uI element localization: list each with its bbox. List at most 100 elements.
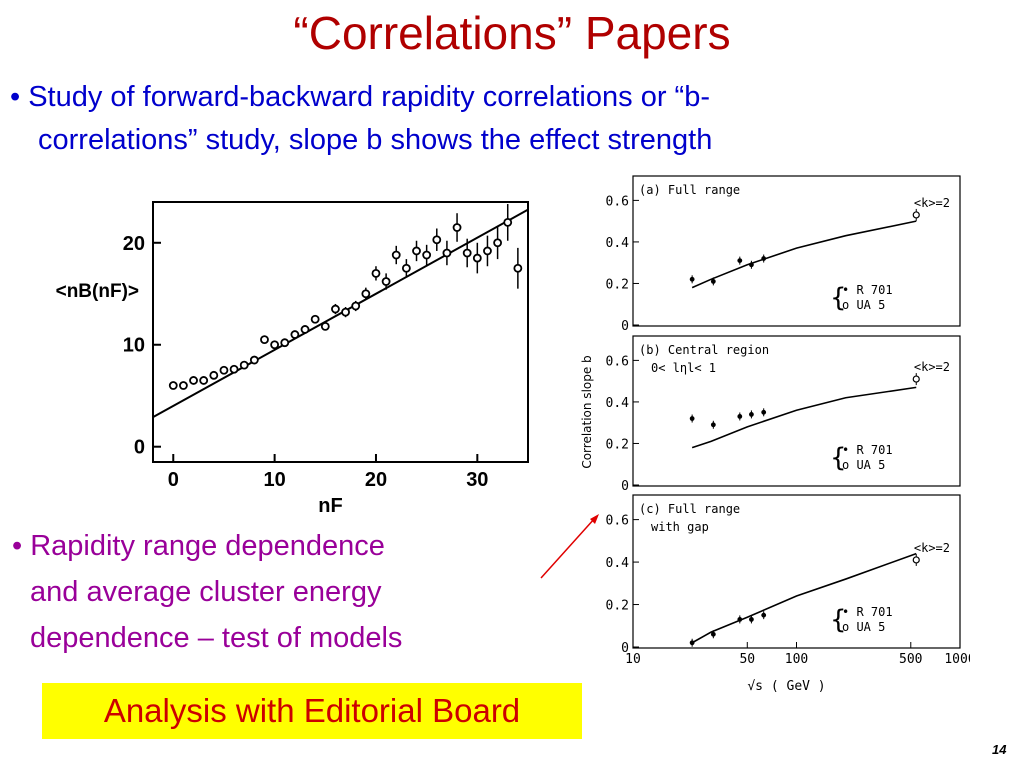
data-point: [483, 246, 492, 256]
plot-frame: [152, 201, 529, 463]
x-tick-label: 30: [466, 469, 488, 491]
bullet-2-line-2: and average cluster energy: [30, 576, 382, 608]
data-point: [249, 355, 259, 365]
k-annotation: <k>=2: [914, 196, 950, 210]
x-tick-label: 1000: [944, 652, 970, 667]
panel-frame: [632, 335, 961, 487]
data-point: [168, 381, 178, 390]
slide-title: “Correlations” Papers: [293, 7, 731, 59]
bullet-2-line-3: dependence – test of models: [30, 622, 403, 654]
r701-point: [761, 256, 767, 261]
data-point: [462, 248, 472, 258]
y-tick-label: 0.4: [606, 556, 630, 571]
data-point: [219, 365, 229, 375]
r701-point: [689, 640, 695, 646]
x-tick-label: 10: [263, 469, 285, 491]
panel-frame: [632, 175, 961, 327]
legend-entry: • R 701: [842, 605, 893, 619]
data-point: [280, 338, 290, 348]
legend-bracket: {: [830, 605, 847, 635]
legend-bracket: {: [830, 443, 847, 473]
ua5-point: [912, 211, 920, 219]
data-point: [412, 246, 421, 256]
y-axis-label: Correlation slope b: [580, 355, 594, 468]
left-scatter-chart: 0 10 20 30 0 10 20 nF <nB(nF)>: [56, 201, 529, 517]
data-point: [179, 381, 188, 390]
y-tick-label: 0: [621, 319, 629, 334]
data-point: [310, 314, 320, 324]
data-point: [401, 263, 411, 273]
arrow-head: [590, 514, 599, 524]
fit-line: [152, 208, 529, 419]
data-point: [189, 376, 198, 385]
y-tick-label: 10: [123, 335, 145, 357]
bullet-2-line-1: • Rapidity range dependence: [12, 530, 385, 562]
r701-point: [710, 631, 716, 637]
x-tick-label: 50: [739, 652, 755, 667]
r701-point: [761, 409, 767, 415]
data-point: [239, 360, 249, 370]
y-tick-label: 0: [134, 437, 145, 459]
x-tick-label: 10: [625, 652, 641, 667]
data-point: [270, 340, 280, 350]
r701-point: [749, 617, 754, 622]
r701-point: [737, 258, 743, 264]
highlight-box: [42, 683, 582, 739]
y-tick-label: 0.6: [606, 194, 629, 209]
legend-entry: o UA 5: [842, 298, 885, 312]
legend-entry: • R 701: [842, 443, 893, 457]
panel-frame: [632, 494, 961, 649]
x-tick-label: 20: [365, 469, 387, 491]
data-point: [432, 235, 442, 245]
panel-sublabel: with gap: [651, 520, 709, 534]
y-tick-label: 0.2: [606, 277, 629, 292]
data-point: [381, 277, 391, 286]
panel-label: (a) Full range: [639, 183, 740, 197]
data-point: [209, 370, 219, 380]
legend-bracket: {: [830, 283, 847, 313]
data-point: [341, 307, 350, 317]
data-point: [300, 325, 310, 334]
data-point: [320, 321, 330, 331]
data-point: [442, 248, 452, 258]
k-annotation: <k>=2: [914, 360, 950, 374]
r701-point: [749, 262, 754, 268]
y-tick-label: 0: [621, 641, 629, 656]
r701-point: [689, 276, 695, 282]
y-tick-label: 20: [123, 233, 145, 255]
data-point: [391, 250, 401, 260]
data-point: [422, 250, 432, 260]
y-axis-label: <nB(nF)>: [56, 281, 139, 302]
y-tick-label: 0.4: [606, 396, 630, 411]
bullet-1-line-2: correlations” study, slope b shows the e…: [38, 124, 713, 156]
data-point: [513, 263, 523, 273]
data-point: [331, 304, 340, 314]
y-tick-label: 0.6: [606, 354, 629, 369]
data-point: [290, 330, 300, 339]
y-tick-label: 0.4: [606, 236, 630, 251]
legend-entry: • R 701: [842, 283, 893, 297]
data-point: [452, 223, 462, 232]
x-tick-label: 500: [899, 652, 922, 667]
y-tick-label: 0.2: [606, 437, 629, 452]
data-point: [199, 376, 209, 385]
arrow-shaft: [540, 517, 596, 579]
panel-sublabel: 0< lηl< 1: [651, 361, 716, 375]
data-point: [493, 238, 502, 248]
data-point: [260, 335, 269, 345]
data-point: [351, 301, 361, 311]
red-arrow: [540, 514, 599, 579]
ua5-point: [912, 556, 920, 564]
bullet-1-line-1: • Study of forward-backward rapidity cor…: [10, 81, 710, 113]
x-axis-label: √s ( GeV ): [747, 679, 825, 694]
r701-point: [710, 278, 716, 284]
r701-point: [737, 617, 743, 622]
r701-point: [737, 414, 743, 419]
y-tick-label: 0.2: [606, 599, 629, 614]
data-point: [229, 364, 239, 374]
y-tick-label: 0.6: [606, 514, 629, 529]
y-tick-label: 0: [621, 479, 629, 494]
x-tick-label: 0: [168, 469, 179, 491]
model-curve: [691, 220, 917, 289]
